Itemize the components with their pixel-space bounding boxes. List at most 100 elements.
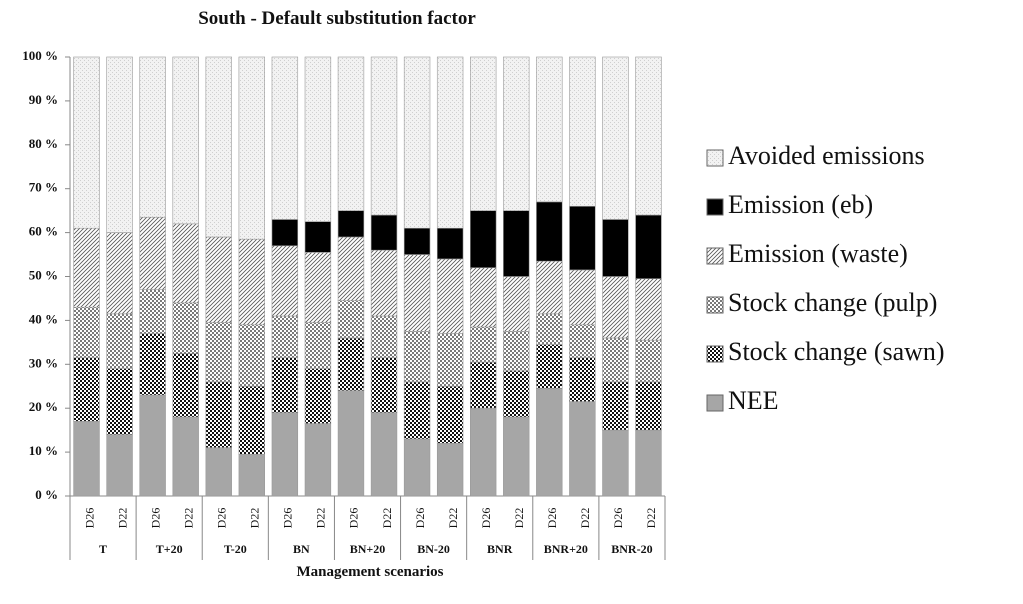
y-tick-label: 50 %: [29, 267, 58, 282]
bar-segment: [569, 56, 596, 207]
x-tick-label: D22: [578, 508, 592, 529]
bar-segment: [436, 443, 464, 497]
bar-segment: [503, 331, 530, 372]
bar-segment: [569, 269, 596, 326]
bar-segment: [106, 368, 133, 435]
y-tick-label: 20 %: [29, 399, 58, 414]
x-tick-label: D22: [314, 508, 328, 529]
y-tick-label: 10 %: [29, 443, 58, 458]
y-tick-label: 90 %: [29, 92, 58, 107]
legend-label: Stock change (sawn): [728, 337, 945, 366]
x-tick-label: D22: [248, 508, 262, 529]
bar-segment: [536, 56, 563, 203]
x-tick-label: D22: [380, 508, 394, 529]
bar-segment: [536, 344, 563, 389]
legend-swatch: [706, 198, 724, 216]
bar-segment: [172, 353, 199, 418]
x-tick-label: D26: [413, 508, 427, 529]
bar-segment: [205, 447, 232, 497]
x-tick-label: D22: [181, 508, 195, 529]
y-tick-label: 100 %: [22, 48, 58, 63]
bar-segment: [106, 434, 133, 497]
bar-segment: [403, 381, 431, 440]
bar-segment: [172, 223, 199, 304]
group-label: BN: [293, 542, 310, 556]
group-label: BNR: [487, 542, 513, 556]
bar-segment: [635, 214, 662, 279]
bar-segment: [569, 205, 596, 271]
bar-segment: [470, 56, 497, 211]
bar-segment: [139, 394, 166, 497]
x-tick-label: D26: [611, 508, 625, 529]
bar-segment: [635, 278, 662, 341]
bar-segment: [304, 322, 332, 369]
y-tick-label: 70 %: [29, 180, 58, 195]
bar-segment: [470, 267, 497, 328]
bar-segment: [337, 56, 365, 211]
y-tick-label: 40 %: [29, 311, 58, 326]
bar-segment: [403, 331, 431, 383]
bar-segment: [238, 324, 265, 387]
bar-segment: [436, 227, 464, 260]
x-tick-label: D26: [479, 508, 493, 529]
bar-segment: [172, 56, 199, 225]
bar-segment: [205, 381, 232, 449]
legend-label: Emission (waste): [728, 239, 908, 268]
bar-segment: [370, 56, 398, 216]
bar-segment: [602, 337, 629, 383]
bar-segment: [370, 214, 398, 251]
bar-segment: [205, 56, 232, 238]
bar-segment: [569, 357, 596, 402]
bar-segment: [370, 249, 398, 317]
bar-segment: [470, 210, 497, 269]
bar-segment: [536, 388, 563, 497]
group-label: T-20: [224, 542, 247, 556]
bar-segment: [238, 453, 265, 497]
legend-label: Avoided emissions: [728, 141, 925, 170]
bar-segment: [436, 56, 464, 229]
bar-segment: [602, 56, 629, 220]
bar-segment: [602, 429, 629, 497]
group-label: BNR-20: [611, 542, 652, 556]
x-tick-label: D22: [512, 508, 526, 529]
bar-segment: [403, 227, 431, 255]
bar-segment: [370, 357, 398, 413]
bar-segment: [271, 315, 299, 359]
bar-segment: [503, 370, 530, 418]
bar-segment: [337, 210, 365, 238]
bar-segment: [106, 56, 133, 233]
bar-segment: [436, 385, 464, 444]
y-tick-label: 60 %: [29, 224, 58, 239]
bar-segment: [536, 201, 563, 262]
bar-segment: [271, 56, 299, 220]
bar-segment: [602, 219, 629, 277]
group-label: BN-20: [417, 542, 450, 556]
bar-segment: [304, 221, 332, 253]
bar-segment: [139, 216, 166, 290]
bar-segment: [238, 238, 265, 326]
y-tick-label: 80 %: [29, 136, 58, 151]
bar-segment: [403, 254, 431, 332]
bar-segment: [635, 381, 662, 431]
bar-segment: [503, 210, 530, 277]
bar-segment: [635, 429, 662, 497]
bar-segment: [635, 56, 662, 216]
bar-segment: [569, 401, 596, 497]
bar-segment: [602, 276, 629, 339]
bar-segment: [337, 236, 365, 301]
bar-segment: [172, 302, 199, 354]
bar-segment: [172, 416, 199, 497]
bar-segment: [73, 56, 100, 229]
bar-segment: [73, 421, 100, 497]
bar-segment: [436, 333, 464, 387]
legend-swatch: [706, 296, 724, 314]
bar-segment: [536, 313, 563, 345]
x-tick-label: D26: [82, 508, 96, 529]
group-label: T+20: [156, 542, 183, 556]
x-tick-label: D26: [148, 508, 162, 529]
bar-segment: [403, 56, 431, 229]
bar-segment: [602, 381, 629, 431]
x-tick-label: D22: [446, 508, 460, 529]
bar-segment: [304, 368, 332, 424]
